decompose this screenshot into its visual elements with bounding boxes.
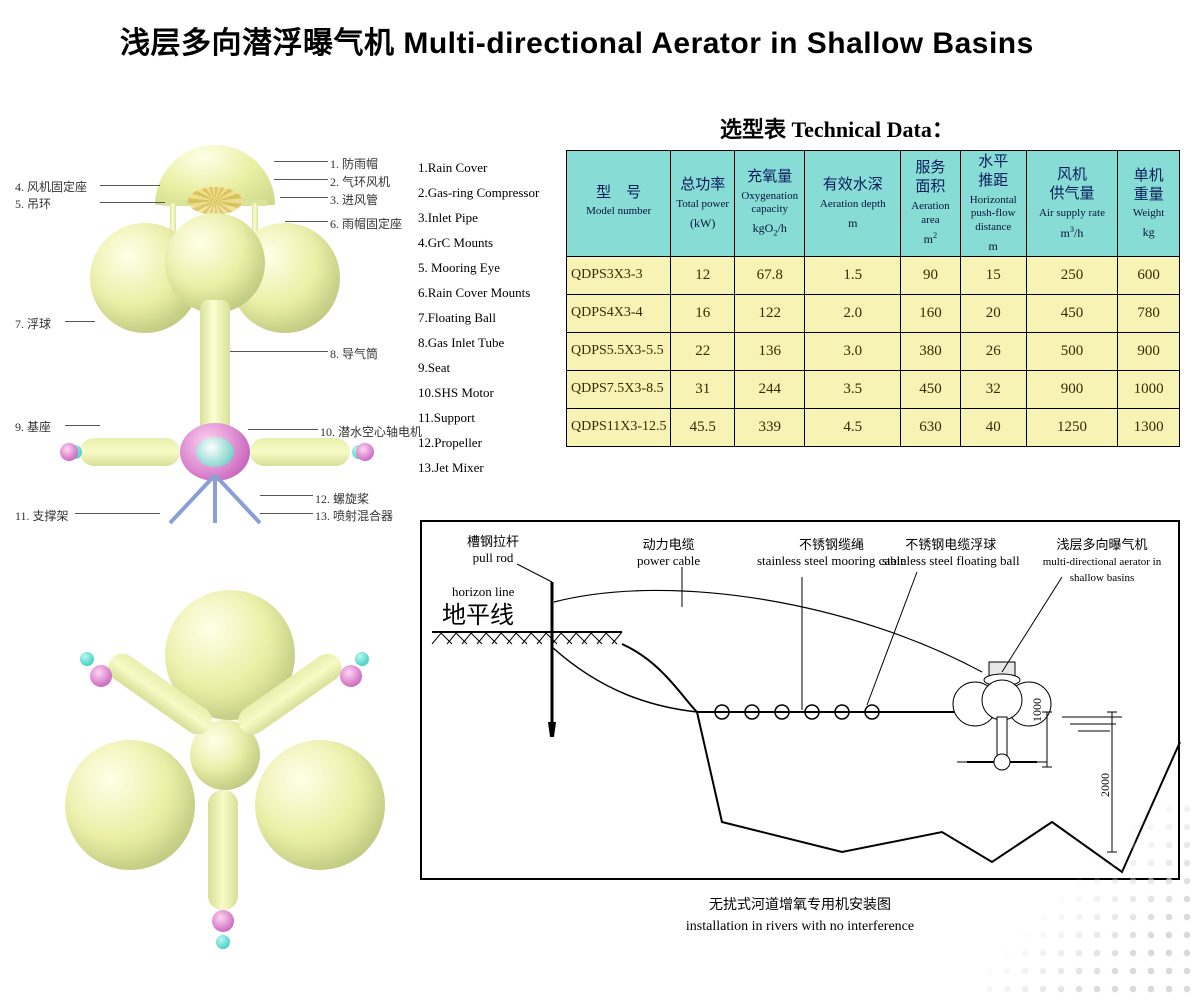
table-cell: 20 [960,294,1026,332]
table-cell: 3.5 [805,370,901,408]
table-cell: 22 [671,332,735,370]
label-cn-2: 2. 气环风机 [330,173,390,190]
lab-power-en: power cable [637,553,700,568]
table-header: 有效水深Aeration depthm [805,151,901,257]
table-cell: 1300 [1118,408,1180,446]
table-title: 选型表 Technical Data： [720,112,954,144]
page-title: 浅层多向潜浮曝气机 Multi-directional Aerator in S… [120,18,1034,62]
label-cn-4: 4. 风机固定座 [15,178,87,195]
table-cell: 3.0 [805,332,901,370]
legend-item: 4.GrC Mounts [418,230,539,255]
table-cell: 1000 [1118,370,1180,408]
table-header: 充氧量Oxygenation capacitykgO2/h [735,151,805,257]
table-header: 服务 面积Aeration aream2 [901,151,961,257]
label-cn-11: 11. 支撑架 [15,507,69,524]
table-cell: 31 [671,370,735,408]
table-cell: QDPS3X3-3 [567,256,671,294]
table-cell: 16 [671,294,735,332]
table-cell: QDPS5.5X3-5.5 [567,332,671,370]
table-cell: 136 [735,332,805,370]
table-row: QDPS3X3-31267.81.59015250600 [567,256,1180,294]
table-row: QDPS7.5X3-8.5312443.5450329001000 [567,370,1180,408]
table-cell: 900 [1026,370,1118,408]
lab-aer-cn: 浅层多向曝气机 [1056,537,1147,552]
legend-item: 12.Propeller [418,430,539,455]
front-view-diagram: 1. 防雨帽 2. 气环风机 3. 进风管 4. 风机固定座 5. 吊环 6. … [30,145,400,545]
decorative-dots [980,800,1200,1000]
label-cn-13: 13. 喷射混合器 [315,507,393,524]
legend-item: 2.Gas-ring Compressor [418,180,539,205]
table-cell: 630 [901,408,961,446]
table-cell: 40 [960,408,1026,446]
table-cell: 90 [901,256,961,294]
legend-item: 7.Floating Ball [418,305,539,330]
table-cell: 67.8 [735,256,805,294]
table-cell: 32 [960,370,1026,408]
table-cell: 45.5 [671,408,735,446]
table-cell: 500 [1026,332,1118,370]
technical-data-table: 型 号Model number总功率Total power(kW)充氧量Oxyg… [566,150,1180,447]
table-cell: 4.5 [805,408,901,446]
table-cell: 380 [901,332,961,370]
parts-legend: 1.Rain Cover 2.Gas-ring Compressor 3.Inl… [418,155,539,480]
legend-item: 10.SHS Motor [418,380,539,405]
legend-item: 5. Mooring Eye [418,255,539,280]
lab-float-cn: 不锈钢电缆浮球 [905,537,996,552]
lab-pullrod-cn: 槽钢拉杆 [467,534,519,549]
table-cell: 1250 [1026,408,1118,446]
legend-item: 13.Jet Mixer [418,455,539,480]
top-view-diagram [55,590,395,970]
legend-item: 9.Seat [418,355,539,380]
table-cell: 2.0 [805,294,901,332]
legend-item: 6.Rain Cover Mounts [418,280,539,305]
table-header: 单机 重量Weightkg [1118,151,1180,257]
table-row: QDPS4X3-4161222.016020450780 [567,294,1180,332]
table-header: 总功率Total power(kW) [671,151,735,257]
table-cell: 15 [960,256,1026,294]
table-row: QDPS11X3-12.545.53394.56304012501300 [567,408,1180,446]
label-cn-12: 12. 螺旋桨 [315,490,369,507]
lab-float-en: stainless steel floating ball [882,553,1020,568]
table-header: 风机 供气量Air supply ratem3/h [1026,151,1118,257]
legend-item: 8.Gas Inlet Tube [418,330,539,355]
legend-item: 1.Rain Cover [418,155,539,180]
table-header: 水平 推距Horizontal push-flow distancem [960,151,1026,257]
legend-item: 3.Inlet Pipe [418,205,539,230]
table-cell: 12 [671,256,735,294]
label-cn-8: 8. 导气筒 [330,345,378,362]
table-cell: 1.5 [805,256,901,294]
lab-pullrod-en: pull rod [473,550,514,565]
lab-horizon-en: horizon line [452,584,514,599]
table-cell: 600 [1118,256,1180,294]
table-cell: 900 [1118,332,1180,370]
label-cn-10: 10. 潜水空心轴电机 [320,423,422,440]
table-cell: 339 [735,408,805,446]
table-cell: 450 [901,370,961,408]
dim-1000: 1000 [1030,698,1044,722]
table-cell: 160 [901,294,961,332]
table-cell: QDPS4X3-4 [567,294,671,332]
lab-power-cn: 动力电缆 [643,537,695,552]
lab-aer-en: multi-directional aerator in shallow bas… [1043,556,1162,584]
label-cn-3: 3. 进风管 [330,191,378,208]
legend-item: 11.Support [418,405,539,430]
label-cn-1: 1. 防雨帽 [330,155,378,172]
table-row: QDPS5.5X3-5.5221363.038026500900 [567,332,1180,370]
label-cn-7: 7. 浮球 [15,315,51,332]
label-cn-6: 6. 雨帽固定座 [330,215,402,232]
table-cell: 450 [1026,294,1118,332]
table-cell: 250 [1026,256,1118,294]
lab-mooring-cn: 不锈钢缆绳 [799,537,864,552]
table-cell: 122 [735,294,805,332]
label-cn-5: 5. 吊环 [15,195,51,212]
dim-2000: 2000 [1098,773,1112,797]
lab-horizon-cn: 地平线 [442,602,514,631]
label-cn-9: 9. 基座 [15,418,51,435]
table-header: 型 号Model number [567,151,671,257]
table-cell: 244 [735,370,805,408]
table-cell: QDPS11X3-12.5 [567,408,671,446]
table-cell: 26 [960,332,1026,370]
table-cell: 780 [1118,294,1180,332]
table-cell: QDPS7.5X3-8.5 [567,370,671,408]
